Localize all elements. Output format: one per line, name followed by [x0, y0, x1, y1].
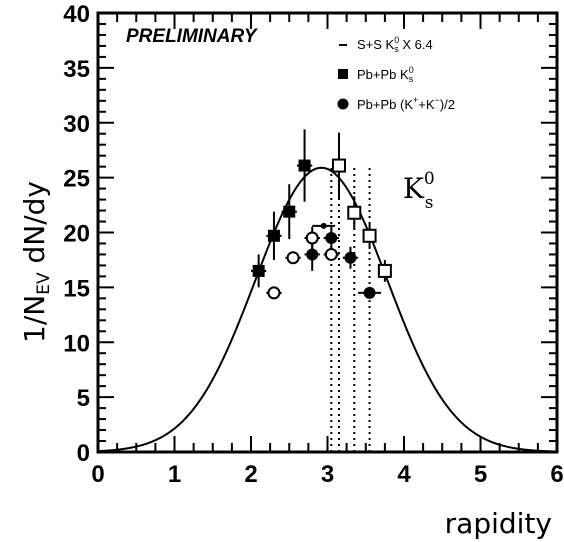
data-point-open-square	[347, 205, 362, 220]
x-tick-label: 3	[321, 461, 334, 488]
legend-marker-square	[338, 69, 348, 79]
data-point-filled-circle	[325, 231, 338, 244]
data-point-filled-square	[267, 229, 280, 242]
preliminary-annotation: PRELIMINARY	[126, 26, 259, 47]
data-point-filled-circle	[363, 286, 376, 299]
tick-labels: 0 1 2 3 4 5 6 0 5 10 15 20 25 30 35 40	[63, 1, 563, 488]
data-point-filled-square	[252, 264, 265, 277]
x-tick-label: 4	[397, 461, 411, 488]
data-point-open-circle	[305, 231, 319, 245]
y-tick-label: 10	[63, 330, 90, 357]
data-point-filled-square	[283, 205, 296, 218]
y-tick-label: 35	[63, 56, 90, 83]
legend-marker-circle	[337, 98, 349, 110]
x-tick-label: 2	[244, 461, 257, 488]
x-tick-label: 6	[550, 461, 563, 488]
particle-label: K0 s	[403, 169, 435, 213]
y-tick-label: 20	[63, 221, 90, 248]
gaussian-fit-curve	[97, 166, 558, 453]
data-point-filled-circle	[306, 248, 319, 261]
x-tick-label: 5	[474, 461, 487, 488]
legend-entry-ss: S+S K0 s X 6.4	[357, 35, 433, 54]
y-tick-label: 15	[63, 275, 90, 302]
y-tick-label: 0	[77, 440, 90, 467]
data-point-open-square	[362, 228, 377, 243]
data-point-open-circle	[324, 247, 338, 261]
legend-entry-pbpb-kpm: Pb+Pb (K++K−)/2	[357, 95, 455, 112]
plot-frame	[96, 11, 559, 454]
x-tick-label: 0	[91, 461, 104, 488]
y-axis-title: 1/NEV dN/dy	[18, 181, 54, 343]
x-tick-label: 1	[168, 461, 181, 488]
y-tick-label: 5	[77, 385, 90, 412]
legend-entry-pbpb-k0s: Pb+Pb K0 s	[357, 65, 414, 84]
data-point-filled-square	[298, 159, 311, 172]
data-points-layer	[251, 129, 392, 452]
y-tick-label: 40	[63, 1, 90, 28]
data-point-open-circle	[267, 286, 281, 300]
y-tick-label: 25	[63, 166, 90, 193]
data-point-small	[320, 222, 327, 229]
fit-curve-layer	[97, 166, 558, 453]
axis-ticks	[97, 12, 558, 453]
data-point-open-square	[377, 263, 392, 278]
legend: S+S K0 s X 6.4 Pb+Pb K0 s Pb+Pb (K++K−)/2	[337, 35, 455, 112]
y-tick-label: 30	[63, 111, 90, 138]
data-point-open-circle	[286, 251, 300, 265]
data-point-filled-circle	[344, 251, 357, 264]
x-axis-title: rapidity	[445, 507, 552, 540]
data-point-open-square	[331, 158, 346, 173]
